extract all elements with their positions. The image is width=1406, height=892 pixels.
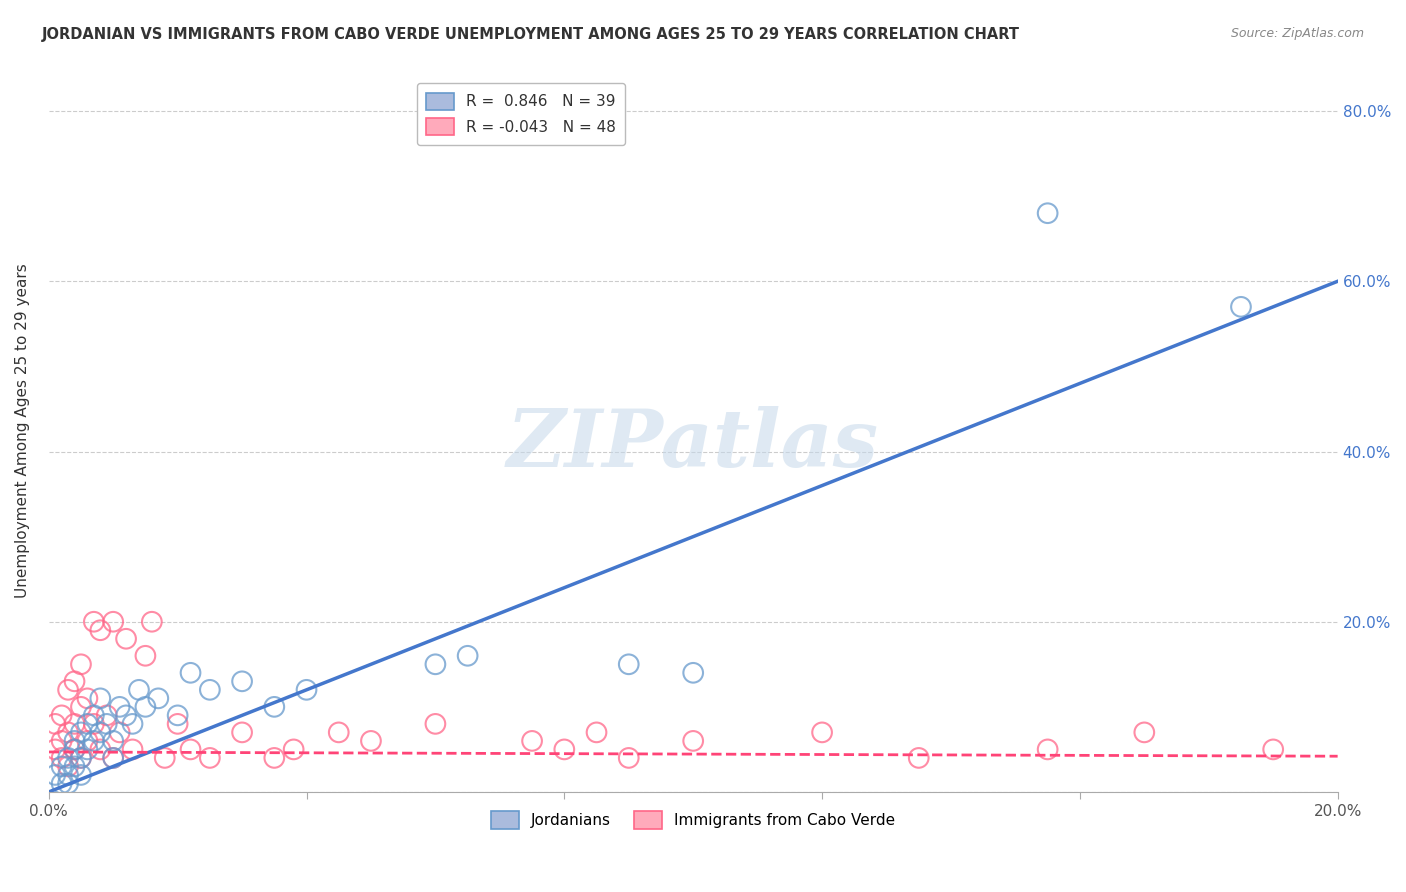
Point (198, 682, 221, 697)
Point (1133, 725, 1156, 739)
Point (70, 768, 93, 782)
Point (76, 691, 98, 706)
Point (96, 708, 118, 723)
Point (51, 759, 73, 773)
Point (103, 751, 125, 765)
Point (121, 742, 143, 756)
Point (56, 776, 79, 790)
Point (811, 725, 834, 739)
Text: ZIPatlas: ZIPatlas (508, 406, 879, 483)
Text: JORDANIAN VS IMMIGRANTS FROM CABO VERDE UNEMPLOYMENT AMONG AGES 25 TO 29 YEARS C: JORDANIAN VS IMMIGRANTS FROM CABO VERDE … (42, 27, 1021, 42)
Point (51, 776, 73, 790)
Point (56, 725, 79, 739)
Point (63, 742, 86, 756)
Point (115, 708, 138, 723)
Point (295, 682, 318, 697)
Point (103, 615, 125, 629)
Point (153, 751, 176, 765)
Point (63, 674, 86, 689)
Point (96, 717, 118, 731)
Point (56, 759, 79, 773)
Point (83, 734, 105, 748)
Point (44, 768, 66, 782)
Point (180, 742, 202, 756)
Point (585, 725, 607, 739)
Point (1263, 742, 1285, 756)
Point (682, 665, 704, 680)
Point (134, 648, 156, 663)
Point (682, 734, 704, 748)
Point (283, 742, 305, 756)
Point (76, 717, 98, 731)
Point (907, 751, 929, 765)
Point (103, 751, 125, 765)
Point (553, 742, 575, 756)
Point (231, 674, 253, 689)
Point (148, 691, 170, 706)
Point (63, 734, 86, 748)
Point (70, 657, 93, 672)
Point (89, 624, 111, 638)
Point (63, 759, 86, 773)
Point (360, 734, 382, 748)
Point (51, 734, 73, 748)
Point (63, 717, 86, 731)
Point (128, 682, 150, 697)
Point (44, 717, 66, 731)
Text: Source: ZipAtlas.com: Source: ZipAtlas.com (1230, 27, 1364, 40)
Point (63, 742, 86, 756)
Point (263, 699, 285, 714)
Point (83, 717, 105, 731)
Point (76, 734, 98, 748)
Point (70, 751, 93, 765)
Point (56, 751, 79, 765)
Point (617, 751, 640, 765)
Point (1230, 300, 1253, 314)
Point (520, 734, 543, 748)
Point (166, 717, 188, 731)
Point (425, 717, 447, 731)
Point (51, 751, 73, 765)
Point (103, 734, 125, 748)
Point (115, 632, 138, 646)
Point (121, 717, 143, 731)
Point (83, 615, 105, 629)
Point (180, 665, 202, 680)
Point (76, 742, 98, 756)
Point (166, 708, 188, 723)
Point (44, 742, 66, 756)
Point (134, 699, 156, 714)
Point (70, 751, 93, 765)
Point (108, 699, 131, 714)
Point (1036, 742, 1059, 756)
Point (70, 725, 93, 739)
Point (51, 708, 73, 723)
Point (56, 768, 79, 782)
Y-axis label: Unemployment Among Ages 25 to 29 years: Unemployment Among Ages 25 to 29 years (15, 263, 30, 598)
Point (328, 725, 350, 739)
Point (617, 657, 640, 672)
Point (108, 725, 131, 739)
Point (1036, 206, 1059, 220)
Point (141, 615, 163, 629)
Point (263, 751, 285, 765)
Point (83, 708, 105, 723)
Point (89, 691, 111, 706)
Point (89, 742, 111, 756)
Point (425, 657, 447, 672)
Point (231, 725, 253, 739)
Point (56, 682, 79, 697)
Point (198, 751, 221, 765)
Legend: Jordanians, Immigrants from Cabo Verde: Jordanians, Immigrants from Cabo Verde (485, 805, 901, 835)
Point (457, 648, 479, 663)
Point (70, 699, 93, 714)
Point (89, 725, 111, 739)
